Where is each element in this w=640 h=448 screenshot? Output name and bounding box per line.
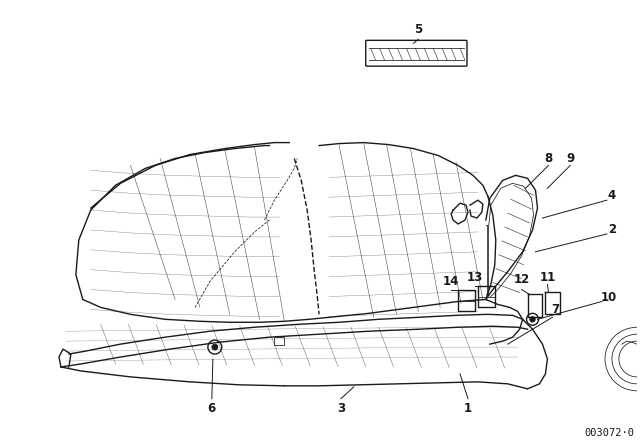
Circle shape bbox=[212, 344, 218, 350]
Text: 14: 14 bbox=[443, 275, 460, 288]
Text: 3: 3 bbox=[337, 402, 345, 415]
Text: 1: 1 bbox=[464, 402, 472, 415]
Text: 10: 10 bbox=[601, 291, 617, 304]
Text: 8: 8 bbox=[544, 152, 552, 165]
Text: 4: 4 bbox=[608, 189, 616, 202]
Text: 13: 13 bbox=[467, 271, 483, 284]
FancyBboxPatch shape bbox=[365, 40, 467, 66]
Text: 003072·0: 003072·0 bbox=[584, 428, 634, 439]
Text: 12: 12 bbox=[513, 273, 530, 286]
Text: 9: 9 bbox=[566, 152, 574, 165]
Text: 2: 2 bbox=[608, 224, 616, 237]
Bar bbox=[275, 337, 284, 345]
Text: 7: 7 bbox=[551, 303, 559, 316]
Text: 6: 6 bbox=[208, 402, 216, 415]
Text: 5: 5 bbox=[414, 23, 422, 36]
Circle shape bbox=[530, 317, 535, 322]
Text: 11: 11 bbox=[540, 271, 556, 284]
